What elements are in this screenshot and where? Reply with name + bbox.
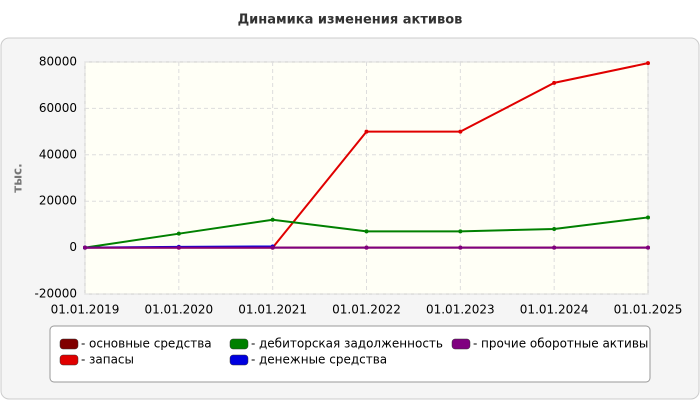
point	[552, 227, 557, 232]
point	[458, 245, 463, 250]
point	[270, 245, 275, 250]
legend	[49, 325, 651, 383]
point	[364, 245, 369, 250]
x-tick-label: 01.01.2024	[520, 303, 589, 317]
legend-dash: -	[81, 353, 85, 367]
point	[552, 80, 557, 85]
point	[270, 217, 275, 222]
point	[364, 129, 369, 134]
legend-label: основные средства	[89, 337, 212, 351]
legend-dash: -	[81, 337, 85, 351]
legend-label: дебиторская задолженность	[259, 337, 443, 351]
legend-dash: -	[473, 337, 477, 351]
point	[458, 229, 463, 234]
x-tick-label: 01.01.2019	[51, 303, 120, 317]
y-tick-label: 60000	[39, 101, 77, 115]
point	[646, 245, 650, 250]
y-tick-label: 0	[69, 240, 77, 254]
chart-title: Динамика изменения активов	[238, 13, 463, 28]
y-tick-label: 40000	[39, 147, 77, 161]
legend-swatch	[229, 354, 249, 366]
x-tick-label: 01.01.2025	[614, 303, 683, 317]
legend-swatch	[229, 338, 249, 350]
legend-swatch	[59, 354, 79, 366]
point	[458, 129, 463, 134]
point	[646, 61, 650, 66]
point	[552, 245, 557, 250]
y-tick-label: 80000	[39, 55, 77, 69]
point	[83, 245, 87, 250]
x-tick-label: 01.01.2021	[238, 303, 307, 317]
point	[176, 245, 181, 250]
point	[364, 229, 369, 234]
y-axis-label: тыс.	[11, 163, 25, 192]
legend-swatch	[59, 338, 79, 350]
point	[646, 215, 650, 220]
legend-label: денежные средства	[259, 353, 387, 367]
point	[176, 231, 181, 236]
y-tick-label: 20000	[39, 194, 77, 208]
legend-swatch	[451, 338, 471, 350]
x-tick-label: 01.01.2020	[144, 303, 213, 317]
legend-dash: -	[251, 337, 255, 351]
x-tick-label: 01.01.2022	[332, 303, 401, 317]
legend-dash: -	[251, 353, 255, 367]
x-tick-label: 01.01.2023	[426, 303, 495, 317]
y-tick-label: -20000	[34, 287, 77, 301]
legend-label: запасы	[89, 353, 134, 367]
legend-label: прочие оборотные активы	[481, 337, 648, 351]
